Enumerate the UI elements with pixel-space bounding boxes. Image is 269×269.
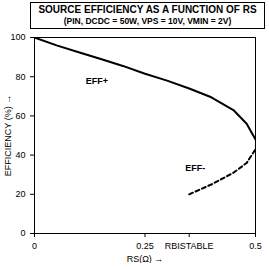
svg-text:RS(Ω) →: RS(Ω) →	[127, 254, 164, 264]
svg-text:100: 100	[10, 32, 25, 42]
svg-text:0.25: 0.25	[136, 241, 154, 251]
svg-text:0: 0	[20, 228, 25, 238]
svg-text:60: 60	[15, 111, 25, 121]
html-text:(PIN, DCDC = 50W, VPS = 10V, V: (PIN, DCDC = 50W, VPS = 10V, VMIN = 2V)	[63, 16, 232, 26]
svg-text:RBISTABLE: RBISTABLE	[165, 241, 214, 251]
svg-text:EFF-: EFF-	[185, 163, 205, 173]
svg-text:0: 0	[32, 241, 37, 251]
svg-text:80: 80	[15, 72, 25, 82]
svg-text:0.5: 0.5	[249, 241, 262, 251]
svg-text:EFFICIENCY (%) →: EFFICIENCY (%) →	[3, 95, 13, 176]
svg-text:20: 20	[15, 189, 25, 199]
svg-text:EFF+: EFF+	[86, 76, 108, 86]
svg-text:40: 40	[15, 150, 25, 160]
html-text:SOURCE EFFICIENCY AS A FUNCTIO: SOURCE EFFICIENCY AS A FUNCTION OF RS	[38, 4, 257, 15]
